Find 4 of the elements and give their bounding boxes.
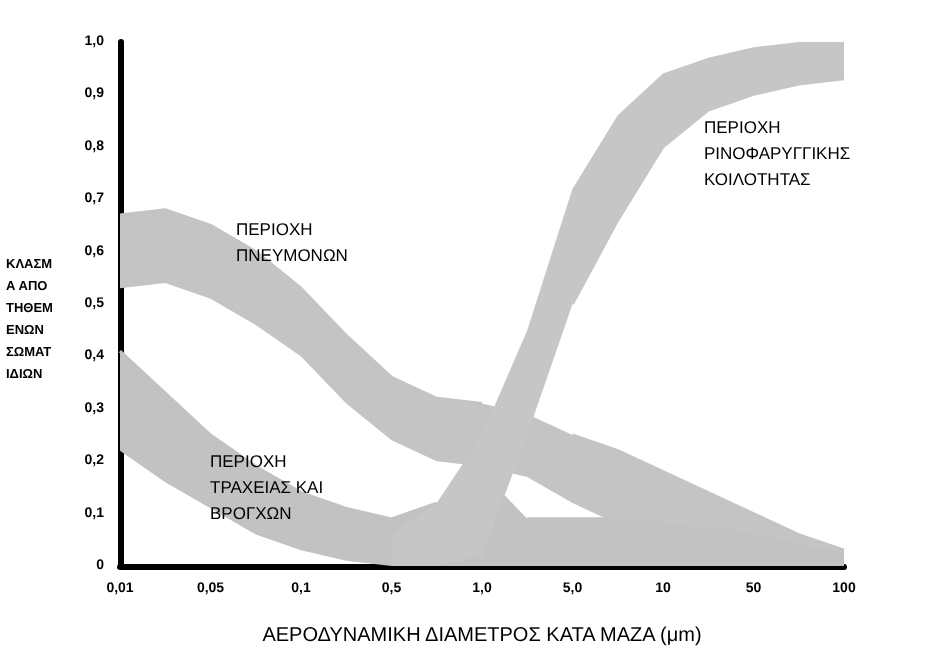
series-label: ΠΕΡΙΟΧΗ ΠΝΕΥΜΟΝΩΝ xyxy=(236,219,348,265)
series-label: ΠΕΡΙΟΧΗ ΡΙΝΟΦΑΡΥΓΓΙΚΗΣ ΚΟΙΛΟΤΗΤΑΣ xyxy=(704,117,855,189)
x-axis-title: ΑΕΡΟΔΥΝΑΜΙΚΗ ΔΙΑΜΕΤΡΟΣ ΚΑΤΑ ΜΑΖΑ (μm) xyxy=(262,625,702,647)
series-label: ΠΕΡΙΟΧΗ ΤΡΑΧΕΙΑΣ ΚΑΙ ΒΡΟΓΧΩΝ xyxy=(210,451,328,523)
